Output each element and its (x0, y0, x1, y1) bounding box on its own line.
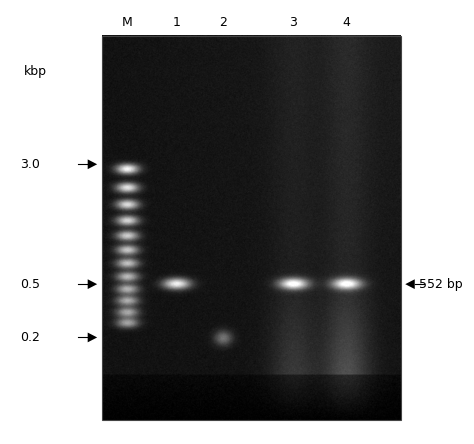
Polygon shape (405, 279, 415, 289)
Text: 1: 1 (173, 16, 180, 29)
Text: M: M (122, 16, 132, 29)
Text: 2: 2 (219, 16, 227, 29)
Text: kbp: kbp (24, 64, 47, 78)
Bar (102, 36, 401, 420)
Text: 4: 4 (342, 16, 350, 29)
Polygon shape (88, 159, 97, 169)
Text: 0.5: 0.5 (20, 278, 40, 291)
Text: 552 bp: 552 bp (419, 278, 463, 291)
Polygon shape (88, 333, 97, 342)
Polygon shape (88, 279, 97, 289)
Text: 3.0: 3.0 (20, 158, 40, 171)
Text: 3: 3 (289, 16, 297, 29)
Text: 0.2: 0.2 (20, 331, 40, 344)
